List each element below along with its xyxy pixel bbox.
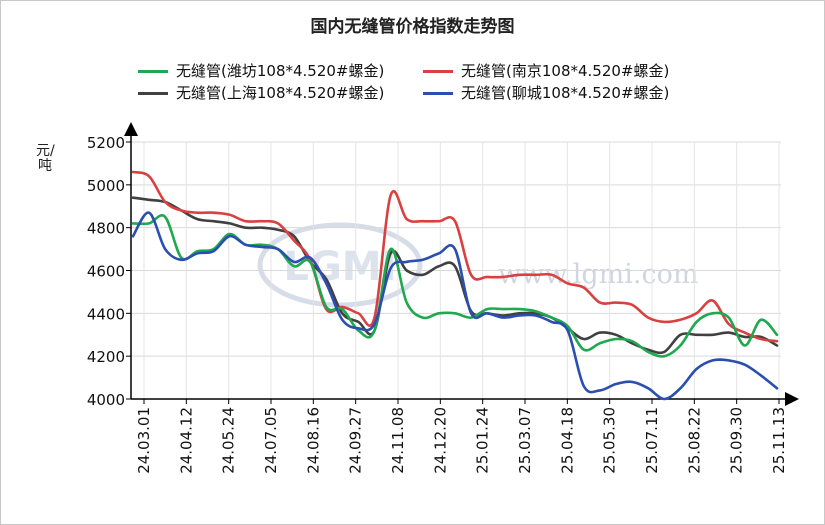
- x-tick-label: 24.05.24: [220, 407, 238, 474]
- legend-label-liaocheng: 无缝管(聊城108*4.520#螺金): [461, 84, 670, 102]
- x-axis-arrow: [785, 392, 799, 406]
- legend-label-shanghai: 无缝管(上海108*4.520#螺金): [176, 84, 385, 102]
- y-tick-label: 5200: [87, 134, 125, 152]
- x-tick-label: 24.11.08: [389, 407, 407, 474]
- y-axis-label: 元/吨: [36, 143, 55, 174]
- y-tick-label: 4200: [87, 348, 125, 366]
- x-tick-label: 25.01.24: [474, 407, 492, 474]
- y-axis-arrow: [124, 122, 138, 136]
- legend-swatch-liaocheng: [423, 92, 453, 95]
- watermark-logo-ring: [257, 222, 423, 308]
- series-line-shanghai: [131, 196, 779, 355]
- y-tick-label: 4800: [87, 220, 125, 238]
- legend-swatch-weifang: [138, 70, 168, 73]
- x-tick-label: 25.05.30: [601, 407, 619, 474]
- x-tick-label: 25.07.11: [643, 407, 661, 474]
- legend-label-nanjing: 无缝管(南京108*4.520#螺金): [461, 62, 670, 80]
- x-tick-label: 24.09.27: [347, 407, 365, 474]
- x-tick-label: 24.08.16: [304, 407, 322, 474]
- x-tick-label: 24.12.20: [431, 407, 449, 474]
- x-tick-label: 25.09.30: [728, 407, 746, 474]
- series-line-liaocheng: [131, 211, 779, 401]
- legend-swatch-nanjing: [423, 70, 453, 73]
- y-tick-label: 4400: [87, 305, 125, 323]
- y-tick-label: 4600: [87, 263, 125, 281]
- x-tick-label: 25.11.13: [770, 407, 788, 474]
- y-tick-label: 4000: [87, 391, 125, 409]
- x-tick-label: 24.07.05: [262, 407, 280, 474]
- series-line-nanjing: [131, 170, 779, 343]
- chart-title: 国内无缝管价格指数走势图: [310, 17, 515, 37]
- x-tick-label: 24.04.12: [177, 407, 195, 474]
- watermark-logo-text: LGMI: [283, 244, 396, 290]
- x-tick-label: 25.08.22: [685, 407, 703, 474]
- legend-label-weifang: 无缝管(潍坊108*4.520#螺金): [176, 62, 385, 80]
- y-tick-label: 5000: [87, 177, 125, 195]
- x-tick-label: 25.03.07: [516, 407, 534, 474]
- x-tick-label: 24.03.01: [135, 407, 153, 474]
- legend-swatch-shanghai: [138, 92, 168, 95]
- x-tick-label: 25.04.18: [558, 407, 576, 474]
